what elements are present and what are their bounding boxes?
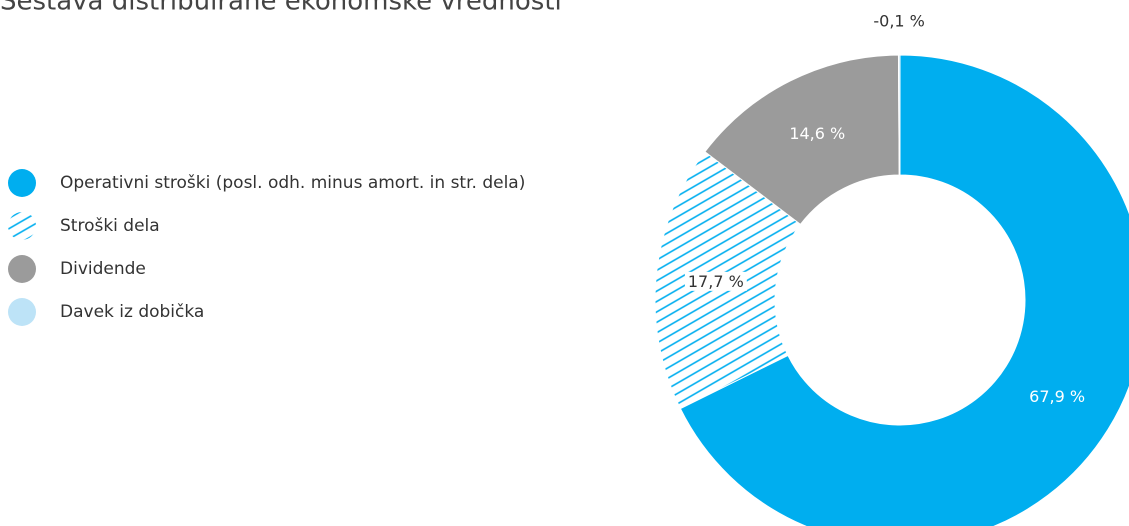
chart-title: Sestava distribuirane ekonomske vrednost…	[0, 0, 562, 17]
donut-slice	[704, 54, 900, 226]
legend-label: Davek iz dobička	[60, 302, 204, 322]
legend-swatch	[8, 255, 36, 283]
donut-slice	[679, 54, 1129, 526]
donut-slice	[897, 54, 901, 176]
legend-label: Stroški dela	[60, 216, 160, 236]
legend-label: Dividende	[60, 259, 146, 279]
legend-swatch	[8, 169, 36, 197]
legend-label: Operativni stroški (posl. odh. minus amo…	[60, 173, 525, 193]
data-label: -0,1 %	[873, 12, 925, 31]
data-label: 14,6 %	[789, 124, 845, 143]
data-label: 17,7 %	[688, 272, 744, 291]
label-background	[684, 271, 747, 291]
data-label: 67,9 %	[1029, 387, 1085, 406]
legend-swatch	[8, 212, 36, 240]
legend-swatch	[8, 298, 36, 326]
